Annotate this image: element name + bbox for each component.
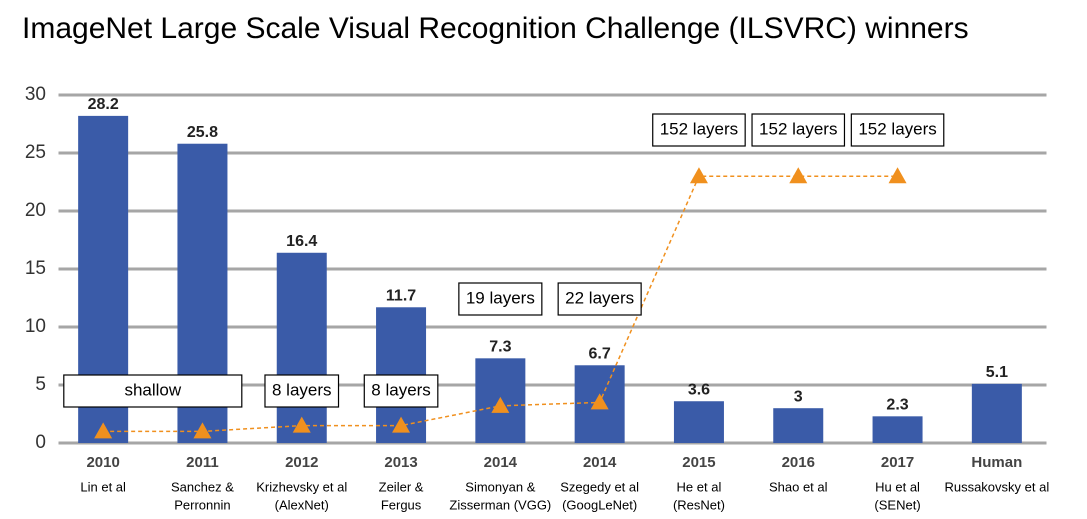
x-tick-label: 2010 [86,454,119,471]
x-tick-label: 2015 [682,454,715,471]
layer-label: 152 layers [759,119,837,138]
value-label: 3.6 [688,381,710,398]
x-tick-label: Human [971,454,1022,471]
depth-marker [193,422,212,439]
depth-marker [94,422,113,439]
bar [872,416,923,443]
author-label: Hu et al [875,479,920,494]
layer-box [850,113,945,147]
bar [673,401,724,443]
layer-box [264,374,340,408]
value-label: 16.4 [286,233,317,250]
layer-box [557,282,642,316]
y-tick-label: 25 [25,142,46,163]
y-tick-label: 20 [25,200,46,221]
layer-label: shallow [124,380,181,399]
author-label: Fergus [381,497,422,512]
y-tick-label: 5 [35,374,46,395]
author-label: Zisserman (VGG) [449,497,551,512]
layer-box [458,282,543,316]
author-label: (GoogLeNet) [562,497,637,512]
depth-marker [292,416,311,433]
layer-label: 19 layers [466,288,535,307]
author-label: Zeiler & [379,479,424,494]
x-tick-label: 2014 [484,454,518,471]
depth-marker [689,167,708,184]
y-tick-label: 15 [25,258,46,279]
x-tick-label: 2011 [186,454,219,471]
author-label: Russakovsky et al [944,479,1049,494]
x-tick-label: 2012 [285,454,318,471]
author-label: (AlexNet) [275,497,329,512]
depth-marker [789,167,808,184]
author-label: Krizhevsky et al [256,479,347,494]
bar [276,252,327,443]
layer-label: 152 layers [858,119,936,138]
author-label: Sanchez & [171,479,234,494]
value-label: 25.8 [187,124,218,141]
chart-title: ImageNet Large Scale Visual Recognition … [22,12,969,45]
value-label: 2.3 [886,397,908,414]
layer-label: 22 layers [565,288,634,307]
y-tick-label: 10 [25,316,46,337]
author-label: Shao et al [769,479,828,494]
author-label: Szegedy et al [560,479,639,494]
layer-box [363,374,439,408]
author-label: (ResNet) [673,497,725,512]
author-label: (SENet) [874,497,920,512]
author-label: He et al [677,479,722,494]
x-tick-label: 2014 [583,454,617,471]
layer-box [652,113,746,147]
value-label: 5.1 [986,364,1008,381]
author-label: Perronnin [174,497,230,512]
value-label: 7.3 [489,339,511,356]
value-label: 11.7 [386,287,416,304]
depth-marker [590,393,609,410]
layer-box [751,113,846,147]
layer-box [63,374,243,408]
bar [971,383,1022,443]
layer-label: 152 layers [660,119,738,138]
x-tick-label: 2017 [881,454,914,471]
value-label: 3 [794,388,803,405]
bar [773,408,824,443]
author-label: Simonyan & [465,479,535,494]
x-tick-label: 2016 [782,454,815,471]
depth-marker [888,167,907,184]
y-tick-label: 30 [25,84,46,105]
value-label: 6.7 [589,345,611,362]
layer-label: 8 layers [371,380,431,399]
y-tick-label: 0 [35,432,46,453]
depth-marker [491,396,510,413]
x-tick-label: 2013 [384,454,417,471]
depth-marker [392,416,411,433]
author-label: Lin et al [80,479,126,494]
value-label: 28.2 [88,96,119,113]
layer-label: 8 layers [272,380,332,399]
